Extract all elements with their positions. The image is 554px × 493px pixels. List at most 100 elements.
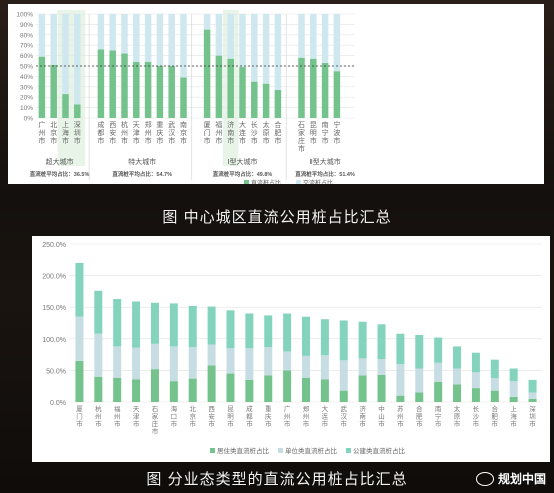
y-tick-label: 100% [16,12,33,19]
bar-unit [339,360,348,391]
x-tick-label: 昆明市 [310,121,317,145]
tick-char: 市 [114,419,121,428]
group-label: Ⅰ型大城市 [227,157,257,166]
y-tick-label: 30% [20,84,33,91]
tick-char: 宁 [435,412,442,421]
bar-unit [528,392,537,399]
y-tick-label: 90% [20,22,33,29]
bar-public [283,313,292,352]
tick-char: 济 [227,120,234,129]
top-chart: 0%10%20%30%40%50%60%70%80%90%100%广州市北京市上… [16,10,355,187]
tick-char: 厦 [76,405,83,413]
tick-char: 南 [435,404,442,413]
tick-char: 州 [284,414,291,421]
x-tick-label: 厦门市 [76,405,83,428]
bar-dc [180,77,187,118]
bar-dc [333,71,341,118]
x-tick-label: 南宁市 [435,404,442,428]
bar-residential [226,373,235,402]
tick-char: 家 [152,412,159,421]
tick-char: 海 [171,404,178,413]
tick-char: 市 [378,419,385,428]
tick-char: 州 [121,129,128,137]
tick-char: 宁 [333,120,340,129]
bar-residential [415,392,424,402]
tick-char: 市 [303,419,310,428]
tick-char: 市 [50,136,57,145]
bar-ac [321,14,329,63]
group-note: 直流桩平均占比：54.7% [112,170,172,178]
bar-ac [62,14,69,95]
tick-char: 苏 [397,404,404,413]
tick-char: 津 [133,129,140,137]
tick-char: 石 [298,121,305,129]
watermark-text: 规划中国 [497,472,546,486]
bar-ac [156,14,164,66]
y-tick-label: 40% [20,74,33,81]
tick-char: 州 [397,414,404,421]
bar-public [150,302,159,344]
bar-unit [113,346,122,378]
tick-char: 都 [97,129,104,137]
tick-char: 南 [322,120,329,129]
x-tick-label: 南京市 [180,120,187,145]
bar-ac [203,14,211,30]
bar-residential [358,375,367,402]
bar-unit [188,347,197,379]
bar-dc [133,61,140,118]
tick-char: 南 [227,128,234,137]
tick-char: 口 [171,413,178,421]
x-tick-label: 太原市 [263,120,270,145]
tick-char: 市 [333,136,340,145]
x-tick-label: 武汉市 [168,120,175,145]
tick-char: 门 [76,412,83,421]
tick-char: 市 [180,136,187,145]
tick-char: 杭 [95,404,102,413]
bar-dc [310,58,317,118]
tick-char: 厦 [204,121,211,129]
tick-char: 肥 [492,413,499,421]
y-tick-label: 250.0% [42,242,66,249]
x-tick-label: 成都市 [97,120,104,145]
tick-char: 市 [168,136,175,145]
group-label: 超大城市 [46,157,74,166]
tick-char: 市 [397,419,404,428]
tick-char: 州 [38,129,45,137]
y-tick-label: 80% [20,32,33,39]
x-tick-label: 广州市 [284,404,291,428]
tick-char: 市 [510,419,517,428]
tick-char: 南 [180,120,187,129]
tick-char: 西 [109,121,116,129]
x-tick-label: 西安市 [208,405,215,428]
tick-char: 合 [492,404,499,413]
tick-char: 市 [265,419,272,428]
tick-char: 门 [204,128,211,137]
y-tick-label: 150.0% [42,305,66,312]
legend-swatch [210,448,215,453]
legend-label: 交流桩占比 [303,179,333,184]
tick-char: 石 [152,405,159,413]
bar-unit [320,355,329,380]
x-tick-label: 成都市 [246,404,253,428]
x-tick-label: 重庆市 [156,121,163,145]
bar-residential [377,374,386,402]
x-tick-label: 上海市 [510,404,517,428]
tick-char: 深 [74,120,81,129]
bar-unit [207,344,216,366]
x-tick-label: 上海市 [62,120,69,145]
legend-swatch [296,180,301,185]
tick-char: 汉 [168,129,175,137]
group-note: 直流桩平均占比：51.4% [295,170,355,178]
tick-char: 州 [215,129,222,137]
bar-public [358,321,367,359]
top-chart-panel: 0% 10% 20% 30% 40% 50% 60% 70% 80% 90% 100% 广州市北京市上… [8,4,544,187]
bar-unit [94,333,103,377]
tick-char: 市 [76,419,83,428]
x-tick-label: 济南市 [227,120,234,145]
tick-char: 圳 [74,128,81,137]
bar-unit [169,346,178,382]
tick-char: 市 [298,144,305,153]
x-tick-label: 合肥市 [492,404,499,428]
x-tick-label: 深圳市 [529,404,536,428]
wechat-icon [475,471,494,486]
